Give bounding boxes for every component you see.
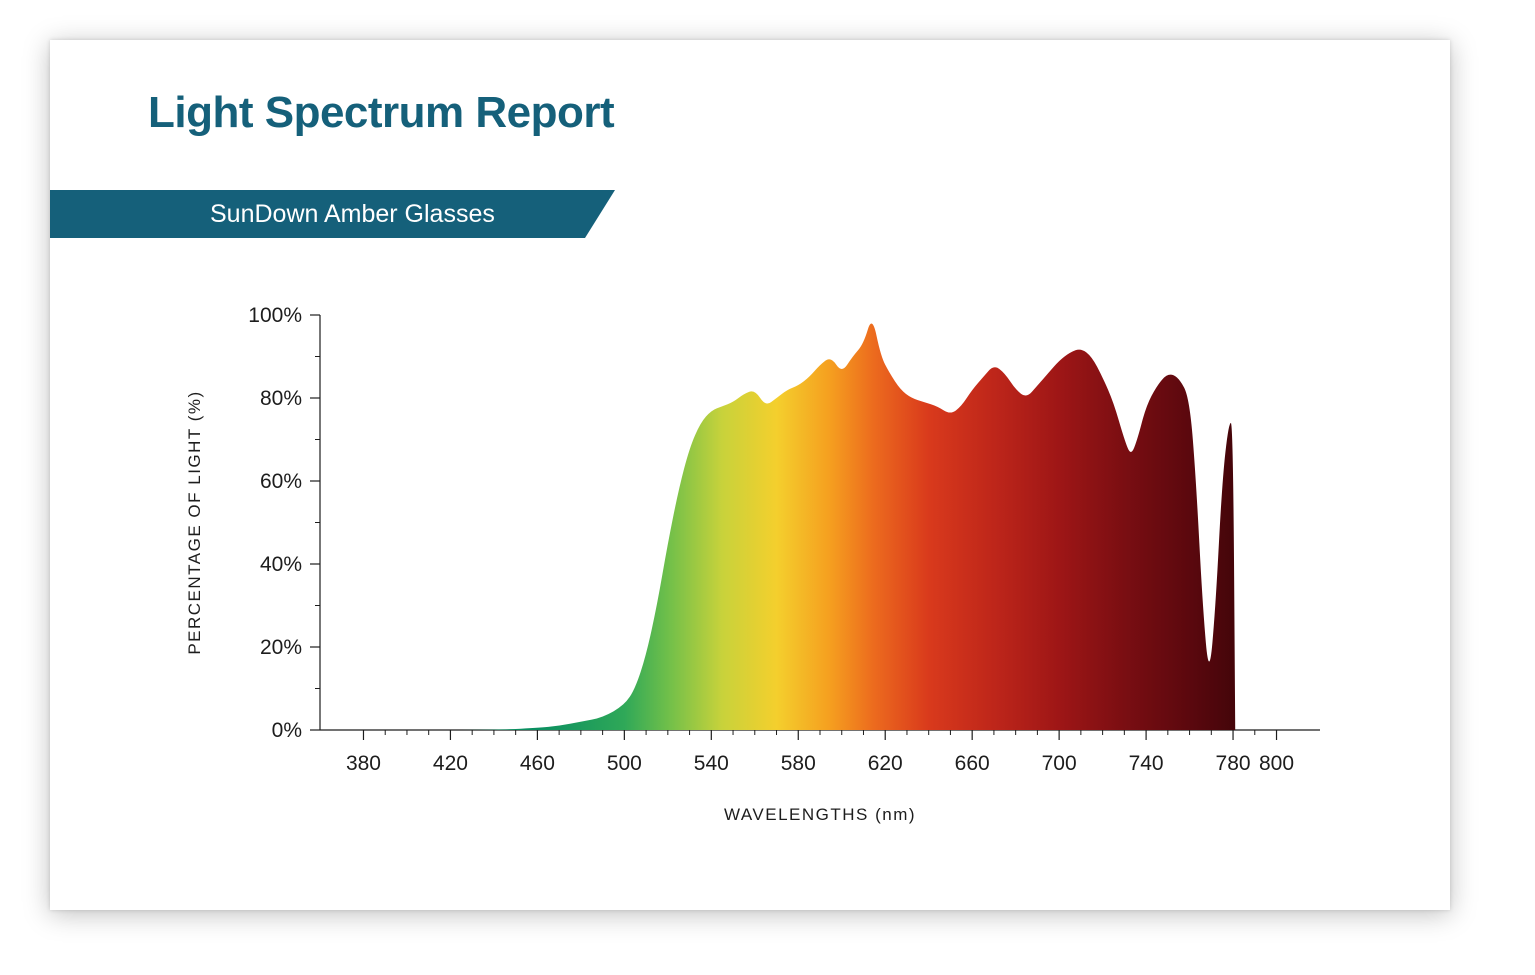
x-tick-label: 540 [694,752,729,775]
y-tick-label: 60% [260,470,302,493]
x-tick-label: 460 [520,752,555,775]
page: Light Spectrum Report SunDown Amber Glas… [0,0,1535,975]
x-tick-label: 800 [1259,752,1294,775]
spectrum-chart-svg: 0% 20% 40% 60% 80% 100% 380 420 460 500 540 580 620 6… [130,275,1370,850]
x-tick-label: 780 [1216,752,1251,775]
subtitle-ribbon: SunDown Amber Glasses [50,190,615,238]
report-card: Light Spectrum Report SunDown Amber Glas… [50,40,1450,910]
x-tick-label: 420 [433,752,468,775]
x-tick-label: 660 [955,752,990,775]
y-axis-label: PERCENTAGE OF LIGHT (%) [185,390,204,654]
x-tick-label: 700 [1042,752,1077,775]
x-tick-label: 380 [346,752,381,775]
y-tick-label: 80% [260,387,302,410]
spectrum-area [363,324,1235,730]
y-tick-label: 40% [260,553,302,576]
x-tick-label: 740 [1129,752,1164,775]
x-tick-label: 500 [607,752,642,775]
x-tick-label: 620 [868,752,903,775]
report-title: Light Spectrum Report [148,88,614,138]
y-tick-label: 0% [272,719,302,742]
y-tick-label: 100% [248,304,302,327]
y-tick-label: 20% [260,636,302,659]
x-axis-label: WAVELENGTHS (nm) [724,805,916,824]
x-tick-label: 580 [781,752,816,775]
spectrum-chart: 0% 20% 40% 60% 80% 100% 380 420 460 500 540 580 620 6… [130,275,1370,850]
